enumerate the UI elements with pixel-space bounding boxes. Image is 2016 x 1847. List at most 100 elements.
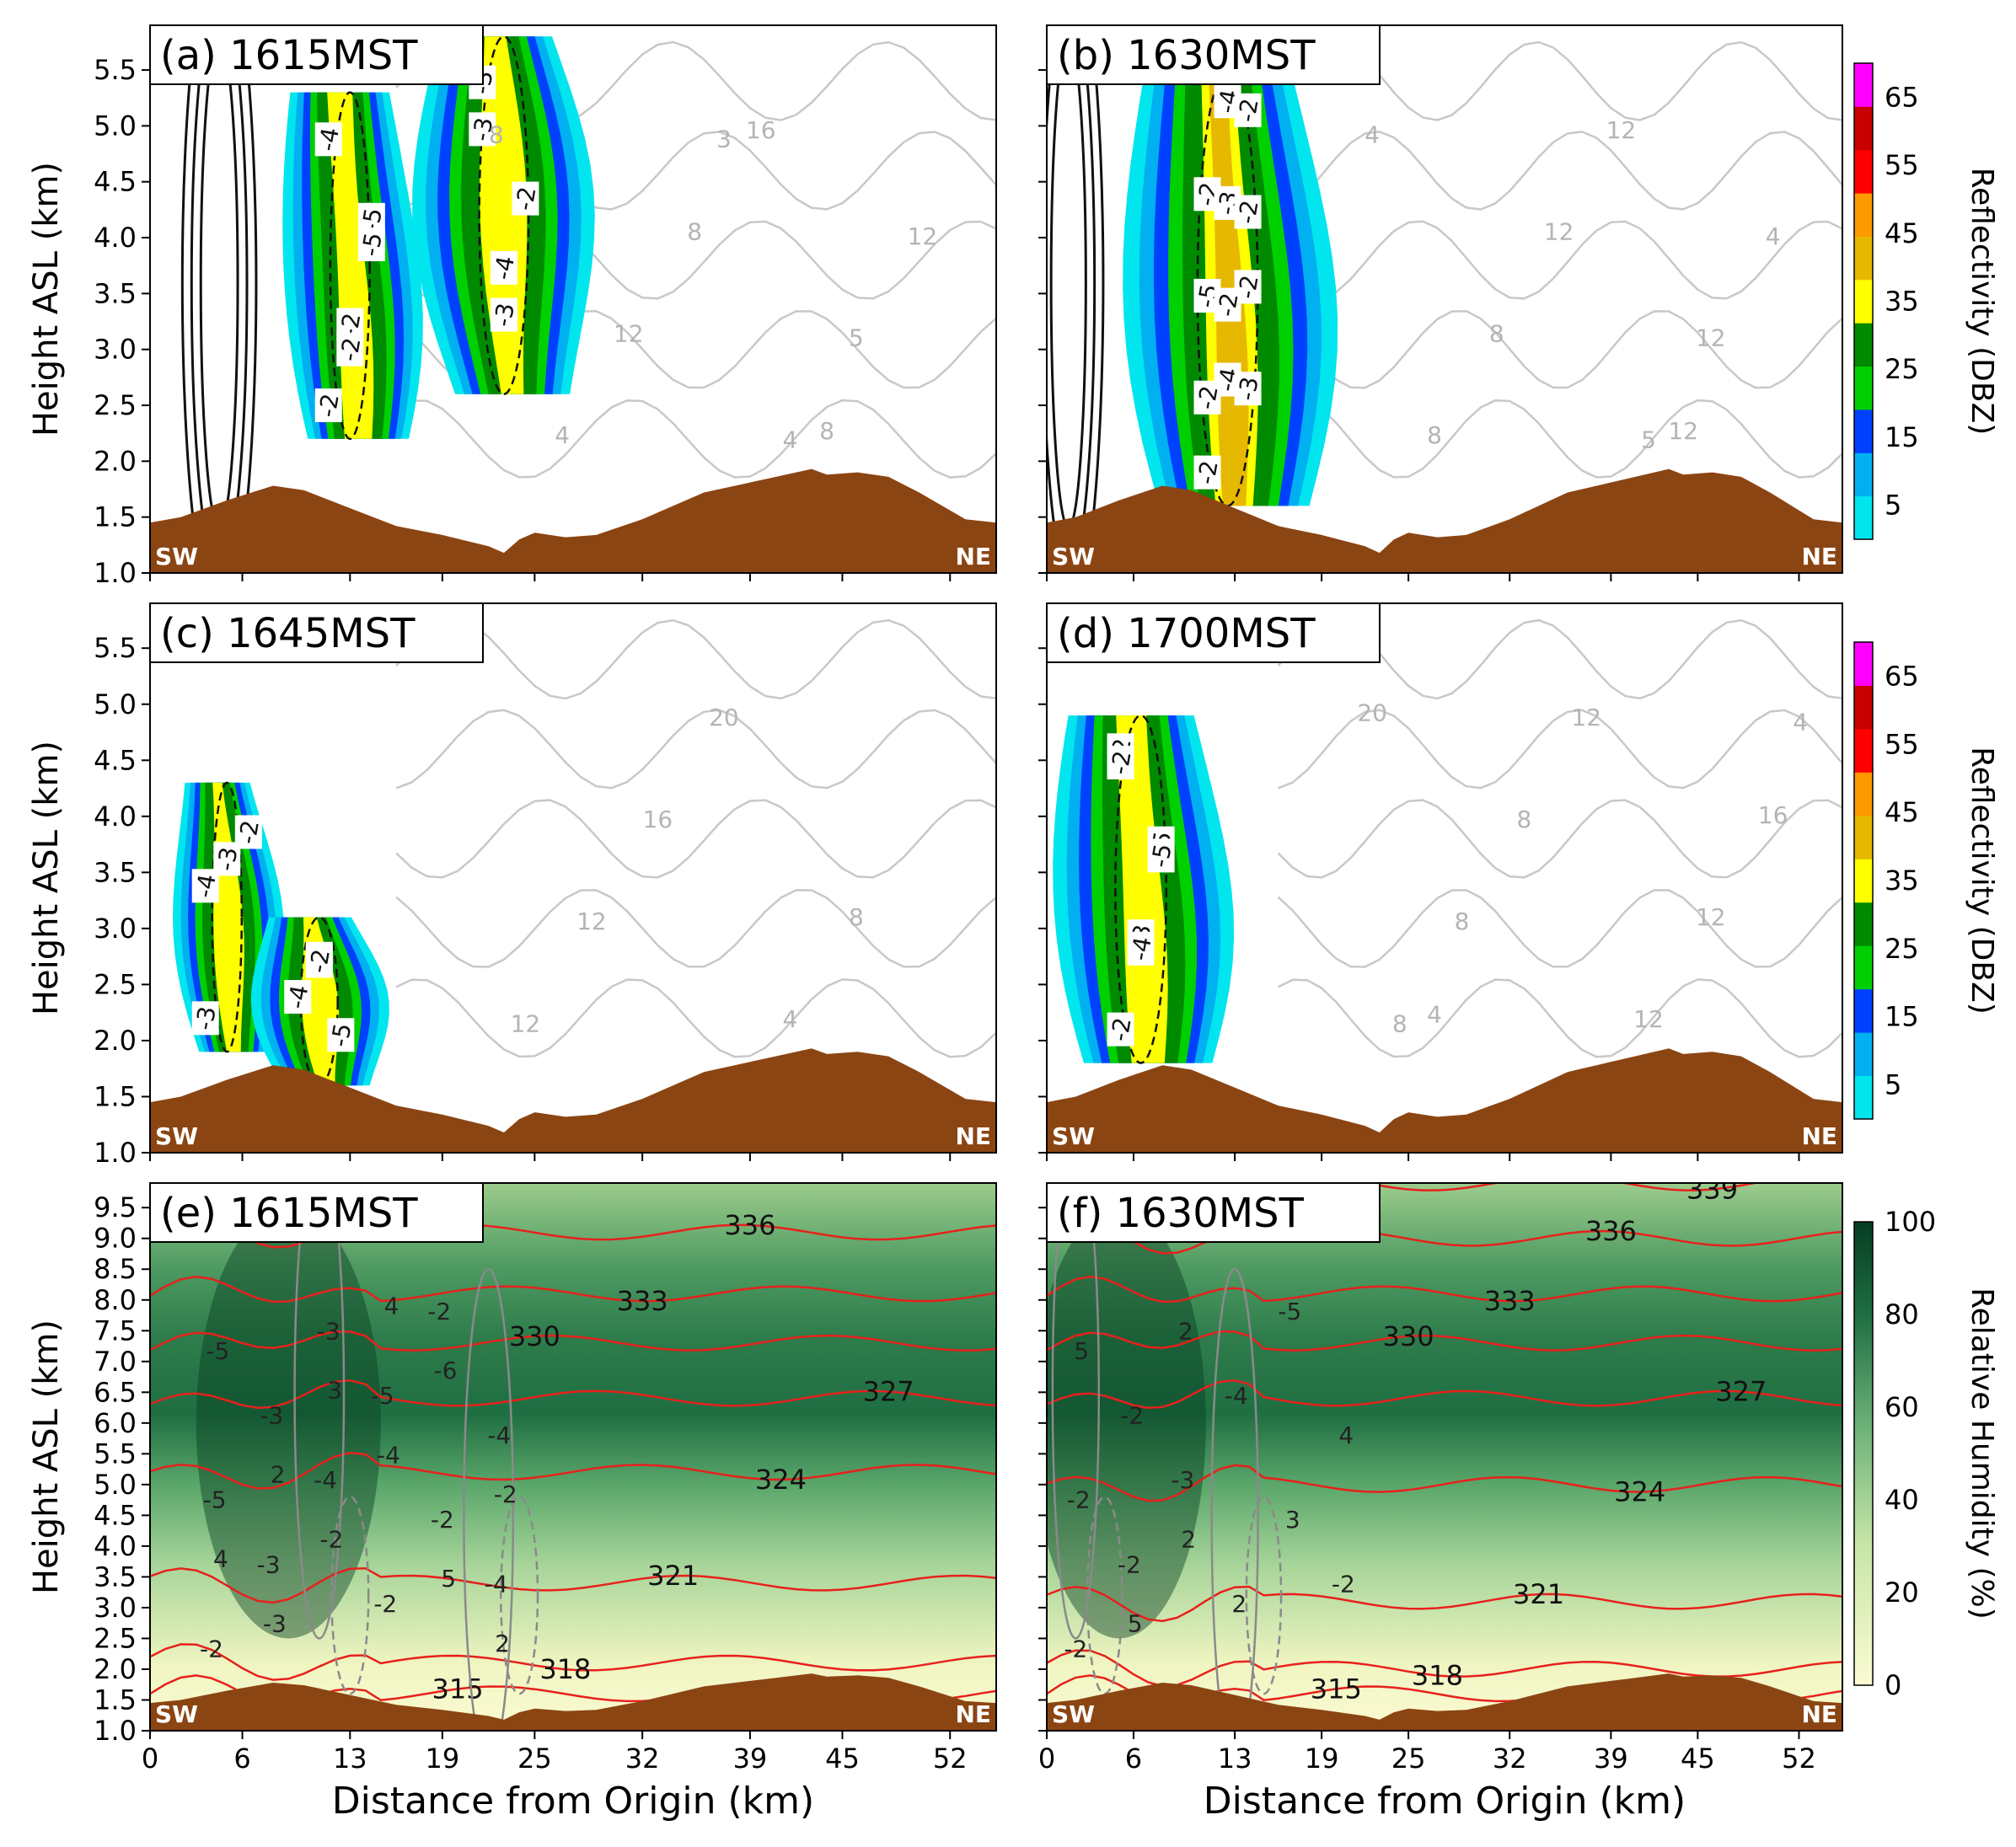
sw-label: SW: [155, 1700, 198, 1728]
panel-frame: [1046, 602, 1843, 1154]
theta-line: [150, 1275, 996, 1304]
theta-label: 333: [1484, 1285, 1536, 1317]
y-tick-label: 2.5: [94, 968, 137, 1000]
terrain: [1047, 1673, 1842, 1731]
sw-label: SW: [155, 1122, 198, 1150]
y-tick-label: 4.0: [94, 800, 137, 832]
colorbar-tick-label: 15: [1885, 421, 1919, 453]
moist-column: [196, 1207, 381, 1639]
contour-label: -5: [1278, 1298, 1301, 1325]
contour-label: -2: [510, 185, 541, 212]
colorbar-tick-label: 45: [1885, 217, 1919, 249]
colorbar-tick-label: 35: [1885, 286, 1919, 318]
contour-label: 12: [1544, 218, 1574, 246]
contour-label: 8: [1455, 907, 1470, 935]
y-tick-label: 1.0: [94, 1137, 137, 1169]
contour-label: -2: [1232, 96, 1263, 124]
theta-line: [1047, 1464, 1842, 1502]
contour-label: 12: [1606, 116, 1637, 144]
theta-label: 330: [509, 1320, 560, 1352]
gray-contour: [1278, 978, 1842, 1058]
theta-label: 336: [1585, 1215, 1637, 1247]
theta-line: [150, 1643, 996, 1681]
contour-label: -2: [1105, 1015, 1136, 1043]
y-tick-label: 5.0: [94, 1469, 137, 1501]
theta-line: [150, 1452, 996, 1490]
contour-label: 12: [1633, 1005, 1664, 1033]
contour-label: 4: [782, 1005, 797, 1033]
contour-label: 8: [819, 417, 834, 445]
contour-label: -2: [1105, 748, 1136, 776]
y-tick-label: 2.0: [94, 1025, 137, 1057]
colorbar-swatch: [1854, 236, 1873, 281]
gray-contour: [1278, 131, 1842, 211]
rh-field: [150, 1183, 996, 1731]
contour-label: 12: [908, 222, 938, 250]
moist-column: [1047, 1207, 1206, 1639]
reflectivity-layer: [1116, 715, 1168, 1063]
contour-label: -4: [489, 254, 520, 281]
contour-label: 3: [1285, 1506, 1300, 1534]
contour-label: -5: [325, 1021, 357, 1049]
gray-contour: [1278, 399, 1842, 479]
ne-label: NE: [955, 1122, 991, 1150]
contour-label: -6: [434, 1357, 458, 1384]
colorbar-swatch: [1854, 728, 1873, 773]
downdraft-contour: [211, 781, 244, 1053]
contour-label: 4: [384, 1293, 399, 1320]
contour-label: -4: [314, 1466, 337, 1494]
y-tick-label: 4.5: [94, 744, 137, 776]
contour-label: -2: [1192, 383, 1223, 411]
contour-label: 16: [643, 806, 673, 833]
colorbar-rh: 0 20 40 60 80 100 Relative Humidity (%): [1853, 1206, 1999, 1701]
colorbar-label: Relative Humidity (%): [1965, 1288, 1999, 1619]
gray-contour: [395, 618, 996, 700]
y-tick-label: 2.0: [94, 445, 137, 477]
x-tick-label: 25: [1391, 1743, 1426, 1775]
panel-title: (b) 1630MST: [1057, 32, 1316, 79]
ne-label: NE: [1801, 1122, 1837, 1150]
contour-label: -4: [1225, 1382, 1248, 1410]
x-tick-label: 13: [1218, 1743, 1252, 1775]
x-tick-label: 6: [233, 1743, 250, 1775]
contour-label: -2: [314, 391, 345, 419]
colorbar-frame: [1853, 62, 1874, 540]
x-tick-label: 6: [1125, 1743, 1142, 1775]
contour-label: -2: [373, 1590, 397, 1618]
colorbar-label: Reflectivity (DBZ): [1965, 168, 1999, 436]
contour-label: -5: [1145, 842, 1177, 870]
y-axis-label: Height ASL (km): [27, 741, 66, 1015]
panel-f: 315 318321324327330333336339-2-2-3-4-5-2-…: [1038, 1182, 1843, 1823]
colorbar-tick-label: 5: [1885, 490, 1901, 522]
plot-area: 315 318321324327330333336339-2-2-3-4-5-2-…: [1047, 1183, 1842, 1731]
colorbar-tick-label: 45: [1885, 796, 1919, 828]
contour-label: 2: [1181, 1525, 1196, 1553]
contour-label: -2: [1232, 198, 1263, 226]
contour-label: -3: [1171, 1466, 1194, 1494]
theta-label: 336: [724, 1209, 775, 1241]
contour-label: 5: [441, 1565, 456, 1593]
contour-label: 12: [1571, 704, 1601, 731]
gray-contour: [395, 399, 996, 479]
contour-label: -5: [203, 1486, 227, 1514]
colorbar-swatch: [1854, 366, 1873, 410]
y-tick-label: 5.0: [94, 688, 137, 720]
colorbar-swatch: [1854, 859, 1873, 903]
contour-label: -5: [357, 230, 388, 258]
colorbar-label: Reflectivity (DBZ): [1965, 747, 1999, 1015]
colorbar-swatch: [1854, 815, 1873, 859]
sw-label: SW: [155, 543, 198, 570]
panel-title: (f) 1630MST: [1057, 1190, 1305, 1237]
contour-label: 12: [1696, 324, 1726, 352]
theta-label: 327: [863, 1375, 914, 1407]
y-tick-label: 5.5: [94, 54, 137, 86]
theta-line: [150, 1379, 996, 1410]
contour-label: -3: [1232, 375, 1263, 403]
contour-label: 12: [576, 907, 607, 935]
y-tick-label: 9.5: [94, 1191, 137, 1223]
y-tick-label: 6.0: [94, 1407, 137, 1439]
theta-label: 324: [1614, 1476, 1665, 1508]
